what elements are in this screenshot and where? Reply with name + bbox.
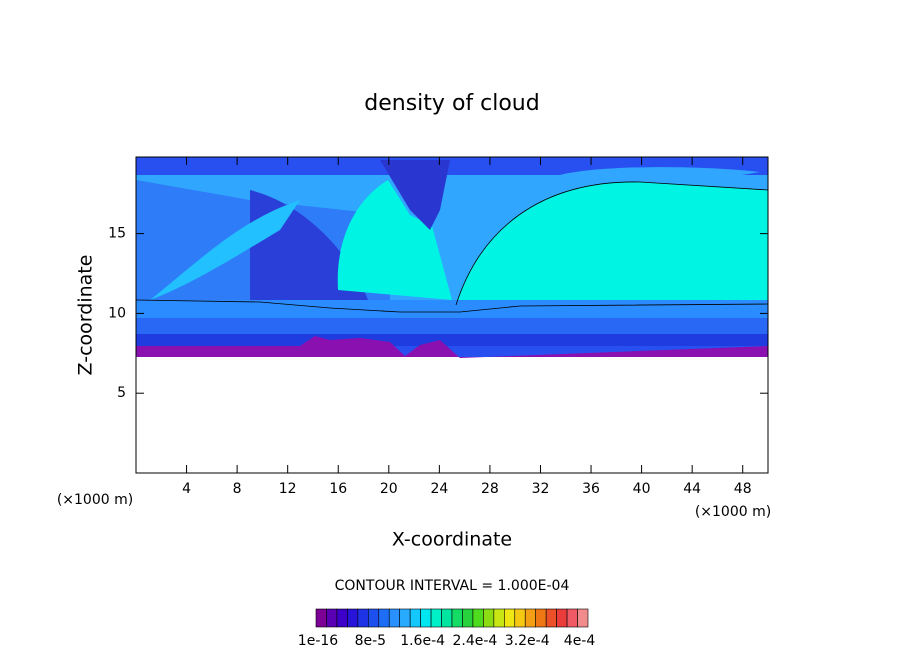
x-tick-label: 12 (279, 481, 297, 497)
x-tick-label: 48 (734, 481, 752, 497)
colorbar-swatch (514, 608, 526, 628)
colorbar-swatch (451, 608, 463, 628)
colorbar-swatch (556, 608, 568, 628)
x-tick-label: 4 (182, 481, 191, 497)
y-tick-label: 10 (108, 305, 126, 321)
x-tick-label: 28 (481, 481, 499, 497)
colorbar-label: 1e-16 (298, 633, 338, 649)
y-tick-label: 15 (108, 226, 126, 242)
x-tick-label: 8 (233, 481, 242, 497)
colorbar-label: 4e-4 (564, 633, 596, 649)
colorbar-swatch (399, 608, 411, 628)
x-tick-label: 20 (380, 481, 398, 497)
colorbar-label: 3.2e-4 (505, 633, 550, 649)
colorbar-swatch (357, 608, 369, 628)
colorbar-swatch (483, 608, 495, 628)
colorbar-swatch (315, 608, 327, 628)
colorbar-label: 8e-5 (355, 633, 386, 649)
colorbar-swatch (504, 608, 516, 628)
colorbar-swatch (524, 608, 536, 628)
colorbar-swatch (409, 608, 421, 628)
x-tick-label: 16 (329, 481, 347, 497)
colorbar-swatch (441, 608, 453, 628)
x-axis-label: X-coordinate (392, 529, 512, 551)
x-tick-label: 40 (633, 481, 651, 497)
colorbar-label: 2.4e-4 (453, 633, 498, 649)
x-tick-label: 24 (430, 481, 448, 497)
colorbar-swatch (368, 608, 380, 628)
colorbar-label: 1.6e-4 (400, 633, 445, 649)
plot-frame (135, 156, 769, 474)
y-axis-label: Z-coordinate (75, 255, 97, 376)
contour-field (136, 157, 768, 358)
x-tick-label: 36 (582, 481, 600, 497)
y-unit: (×1000 m) (57, 492, 133, 508)
colorbar-swatch (493, 608, 505, 628)
colorbar-swatch (545, 608, 557, 628)
contour-interval: CONTOUR INTERVAL = 1.000E-04 (335, 578, 570, 594)
colorbar-swatch (388, 608, 400, 628)
colorbar-swatch (336, 608, 348, 628)
colorbar-swatch (430, 608, 442, 628)
colorbar-swatch (472, 608, 484, 628)
colorbar-swatch (566, 608, 578, 628)
colorbar-swatch (462, 608, 474, 628)
x-tick-label: 32 (532, 481, 550, 497)
chart-title: density of cloud (364, 91, 539, 116)
colorbar-swatch (326, 608, 338, 628)
colorbar-swatch (535, 608, 547, 628)
colorbar-swatch (577, 608, 589, 628)
colorbar-swatch (347, 608, 359, 628)
x-tick-label: 44 (683, 481, 701, 497)
colorbar-swatch (378, 608, 390, 628)
y-tick-label: 5 (117, 385, 126, 401)
x-unit: (×1000 m) (695, 504, 771, 520)
colorbar-swatch (420, 608, 432, 628)
